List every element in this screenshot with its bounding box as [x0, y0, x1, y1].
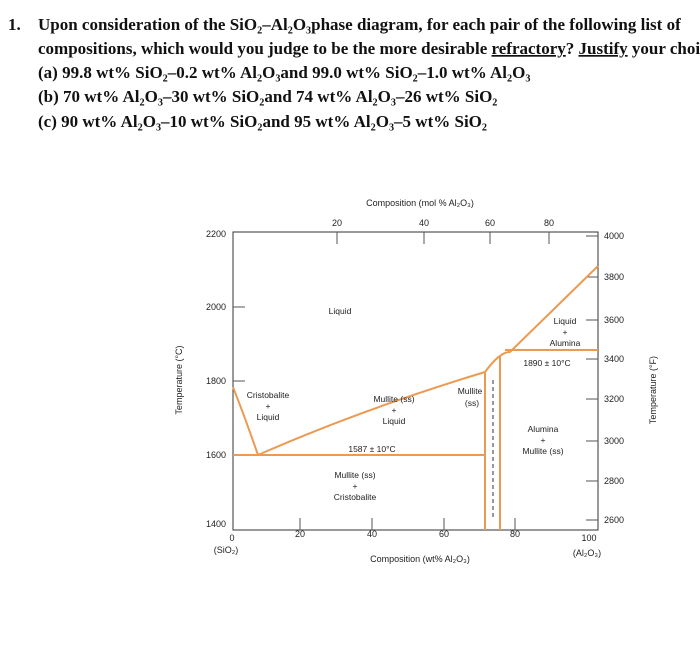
- text: compositions, which would you judge to b…: [38, 39, 492, 58]
- tick-label: 60: [439, 529, 449, 539]
- region-label: Alumina: [550, 338, 581, 348]
- question-part: (b) 70 wt% Al₂O₃–30 wt% SiO₂and 74 wt% A…: [38, 87, 497, 106]
- region-label: +: [563, 327, 568, 337]
- tick-label: 3200: [604, 394, 624, 404]
- tick-label: 3400: [604, 354, 624, 364]
- region-label: Liquid: [383, 416, 406, 426]
- tick-label: 80: [510, 529, 520, 539]
- plot-frame: [232, 231, 599, 531]
- text: refractory: [492, 39, 567, 58]
- tick-label: 0: [229, 533, 234, 543]
- text: ?: [566, 39, 579, 58]
- region-label: Cristobalite: [247, 390, 290, 400]
- tick-label: 60: [485, 218, 495, 228]
- region-label: Mullite: [458, 386, 483, 396]
- tick-label: 2200: [206, 229, 226, 239]
- temperature-label: 1587 ± 10°C: [348, 444, 395, 454]
- region-label: +: [266, 401, 271, 411]
- region-label: Cristobalite: [334, 492, 377, 502]
- temperature-label: 1890 ± 10°C: [523, 358, 570, 368]
- tick-label: 1400: [206, 519, 226, 529]
- question-number: 1.: [8, 15, 21, 34]
- tick-label: 3600: [604, 315, 624, 325]
- tick-label: 40: [419, 218, 429, 228]
- tick-label: 4000: [604, 231, 624, 241]
- tick-label: 3800: [604, 272, 624, 282]
- region-label: Liquid: [554, 316, 577, 326]
- end-label: (Al₂O₃): [573, 548, 601, 558]
- ticks: [233, 232, 598, 530]
- liquidus: [257, 265, 599, 456]
- region-label: +: [541, 435, 546, 445]
- question-part: (a) 99.8 wt% SiO₂–0.2 wt% Al₂O₃and 99.0 …: [38, 63, 530, 82]
- tick-label: 1600: [206, 450, 226, 460]
- region-label: Mullite (ss): [373, 394, 414, 404]
- region-label: Liquid: [329, 306, 352, 316]
- tick-label: 20: [332, 218, 342, 228]
- liquidus: [232, 386, 259, 456]
- axis-title: Temperature (°C): [174, 345, 184, 414]
- region-label: +: [392, 405, 397, 415]
- question-part: (c) 90 wt% Al₂O₃–10 wt% SiO₂and 95 wt% A…: [38, 112, 487, 131]
- tick-label: 100: [581, 533, 596, 543]
- tick-label: 2000: [206, 302, 226, 312]
- question-text: compositions, which would you judge to b…: [38, 39, 700, 58]
- region-label: Mullite (ss): [522, 446, 563, 456]
- tick-label: 40: [367, 529, 377, 539]
- axis-title: Temperature (°F): [648, 356, 658, 424]
- region-label: Alumina: [528, 424, 559, 434]
- region-label: +: [353, 481, 358, 491]
- text: Justify: [579, 39, 629, 58]
- tick-label: 2800: [604, 476, 624, 486]
- question-text: Upon consideration of the SiO₂–Al₂O₃phas…: [38, 15, 681, 34]
- region-label: (ss): [465, 398, 479, 408]
- tick-label: 1800: [206, 376, 226, 386]
- end-label: (SiO₂): [214, 545, 239, 555]
- text: your choices.: [628, 39, 700, 58]
- phase-diagram: Composition (mol % Al₂O₃) 20 40 60 80 22…: [174, 198, 658, 564]
- axis-title: Composition (wt% Al₂O₃): [370, 554, 470, 564]
- region-label: Mullite (ss): [334, 470, 375, 480]
- phase-boundaries: [232, 265, 599, 530]
- axis-title: Composition (mol % Al₂O₃): [366, 198, 474, 208]
- tick-label: 3000: [604, 436, 624, 446]
- tick-label: 2600: [604, 515, 624, 525]
- tick-label: 80: [544, 218, 554, 228]
- region-label: Liquid: [257, 412, 280, 422]
- tick-label: 20: [295, 529, 305, 539]
